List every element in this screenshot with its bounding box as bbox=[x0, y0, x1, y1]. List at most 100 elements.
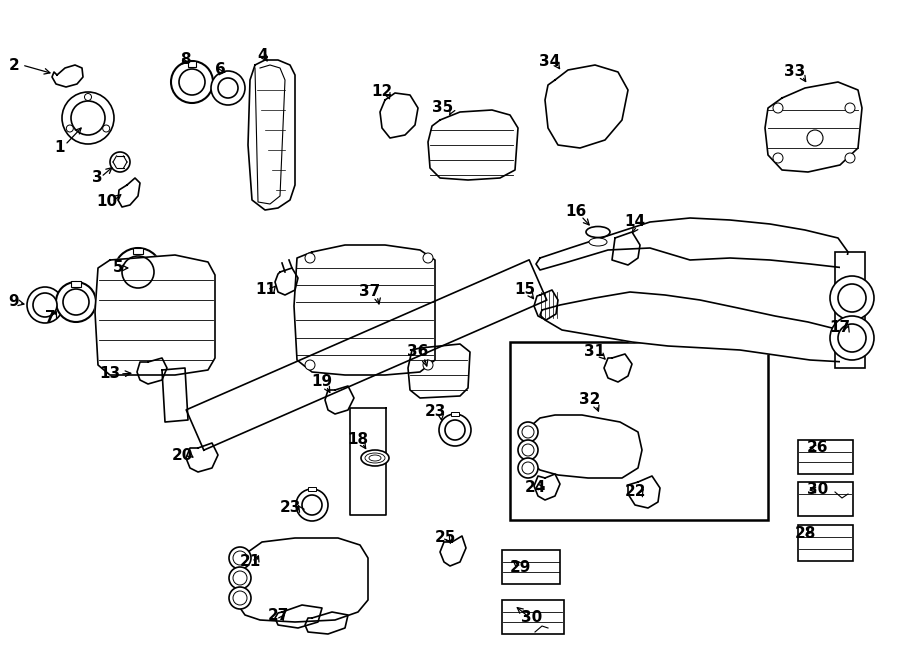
Polygon shape bbox=[186, 260, 547, 450]
Circle shape bbox=[522, 462, 534, 474]
Circle shape bbox=[233, 551, 247, 565]
Circle shape bbox=[233, 591, 247, 605]
Ellipse shape bbox=[361, 450, 389, 466]
Text: 37: 37 bbox=[359, 284, 381, 299]
Text: 27: 27 bbox=[267, 609, 289, 623]
Text: 24: 24 bbox=[525, 479, 545, 494]
Circle shape bbox=[305, 360, 315, 370]
Text: 33: 33 bbox=[785, 65, 806, 79]
Ellipse shape bbox=[369, 455, 381, 461]
Circle shape bbox=[830, 276, 874, 320]
Text: 6: 6 bbox=[214, 61, 225, 77]
Circle shape bbox=[85, 93, 92, 100]
Polygon shape bbox=[835, 252, 865, 368]
Text: 35: 35 bbox=[432, 100, 454, 116]
Circle shape bbox=[305, 253, 315, 263]
Polygon shape bbox=[534, 290, 558, 320]
Circle shape bbox=[773, 103, 783, 113]
Circle shape bbox=[233, 571, 247, 585]
Text: 7: 7 bbox=[45, 311, 55, 325]
Text: 10: 10 bbox=[96, 194, 118, 210]
Polygon shape bbox=[612, 232, 640, 265]
Circle shape bbox=[838, 324, 866, 352]
Text: 25: 25 bbox=[435, 531, 455, 545]
Circle shape bbox=[838, 284, 866, 312]
Circle shape bbox=[807, 130, 823, 146]
Circle shape bbox=[845, 103, 855, 113]
Text: 34: 34 bbox=[539, 54, 561, 69]
Ellipse shape bbox=[586, 227, 610, 237]
Circle shape bbox=[445, 420, 465, 440]
Text: 12: 12 bbox=[372, 85, 392, 100]
Polygon shape bbox=[275, 268, 298, 295]
Circle shape bbox=[114, 248, 162, 296]
Circle shape bbox=[122, 256, 154, 288]
Polygon shape bbox=[235, 538, 368, 622]
Circle shape bbox=[522, 426, 534, 438]
Polygon shape bbox=[186, 443, 218, 472]
Bar bbox=[502, 600, 564, 634]
Circle shape bbox=[179, 69, 205, 95]
Circle shape bbox=[110, 152, 130, 172]
Circle shape bbox=[211, 71, 245, 105]
Polygon shape bbox=[628, 476, 660, 508]
Polygon shape bbox=[604, 354, 632, 382]
Text: 26: 26 bbox=[807, 440, 829, 455]
Polygon shape bbox=[350, 408, 386, 515]
Polygon shape bbox=[133, 248, 143, 254]
Circle shape bbox=[296, 489, 328, 521]
Polygon shape bbox=[534, 474, 560, 500]
Bar bbox=[502, 550, 560, 584]
Text: 1: 1 bbox=[55, 141, 65, 155]
Text: 32: 32 bbox=[580, 393, 600, 407]
Text: 30: 30 bbox=[521, 611, 543, 625]
Circle shape bbox=[67, 125, 73, 132]
Circle shape bbox=[302, 495, 322, 515]
Polygon shape bbox=[440, 536, 466, 566]
Polygon shape bbox=[52, 65, 83, 87]
Circle shape bbox=[171, 61, 213, 103]
Polygon shape bbox=[525, 415, 642, 478]
Text: 29: 29 bbox=[509, 559, 531, 574]
Polygon shape bbox=[540, 292, 848, 362]
Circle shape bbox=[62, 92, 114, 144]
Circle shape bbox=[518, 458, 538, 478]
Circle shape bbox=[518, 422, 538, 442]
Polygon shape bbox=[380, 93, 418, 138]
Text: 3: 3 bbox=[92, 171, 103, 186]
Polygon shape bbox=[71, 281, 81, 287]
Polygon shape bbox=[137, 358, 167, 384]
Text: 8: 8 bbox=[180, 52, 190, 67]
Text: 17: 17 bbox=[830, 321, 850, 336]
Polygon shape bbox=[95, 255, 215, 375]
Circle shape bbox=[773, 153, 783, 163]
Circle shape bbox=[33, 293, 57, 317]
Text: 22: 22 bbox=[626, 485, 647, 500]
Bar bbox=[798, 482, 853, 516]
Polygon shape bbox=[305, 612, 348, 634]
Text: 13: 13 bbox=[99, 366, 121, 381]
Text: 9: 9 bbox=[9, 295, 19, 309]
Circle shape bbox=[439, 414, 471, 446]
Polygon shape bbox=[162, 368, 188, 422]
Text: 18: 18 bbox=[347, 432, 369, 447]
Circle shape bbox=[218, 78, 238, 98]
Circle shape bbox=[522, 444, 534, 456]
Text: 36: 36 bbox=[408, 344, 428, 360]
Text: 19: 19 bbox=[311, 375, 333, 389]
Polygon shape bbox=[536, 218, 848, 270]
Polygon shape bbox=[325, 386, 354, 414]
Text: 31: 31 bbox=[584, 344, 606, 360]
Circle shape bbox=[56, 282, 96, 322]
Polygon shape bbox=[248, 60, 295, 210]
Circle shape bbox=[71, 101, 105, 135]
Text: 14: 14 bbox=[625, 215, 645, 229]
Polygon shape bbox=[275, 605, 322, 628]
Text: 20: 20 bbox=[171, 447, 193, 463]
Polygon shape bbox=[451, 412, 459, 416]
Bar bbox=[798, 440, 853, 474]
Text: 21: 21 bbox=[239, 555, 261, 570]
Circle shape bbox=[63, 289, 89, 315]
Text: 4: 4 bbox=[257, 48, 268, 63]
Text: 2: 2 bbox=[9, 58, 20, 73]
